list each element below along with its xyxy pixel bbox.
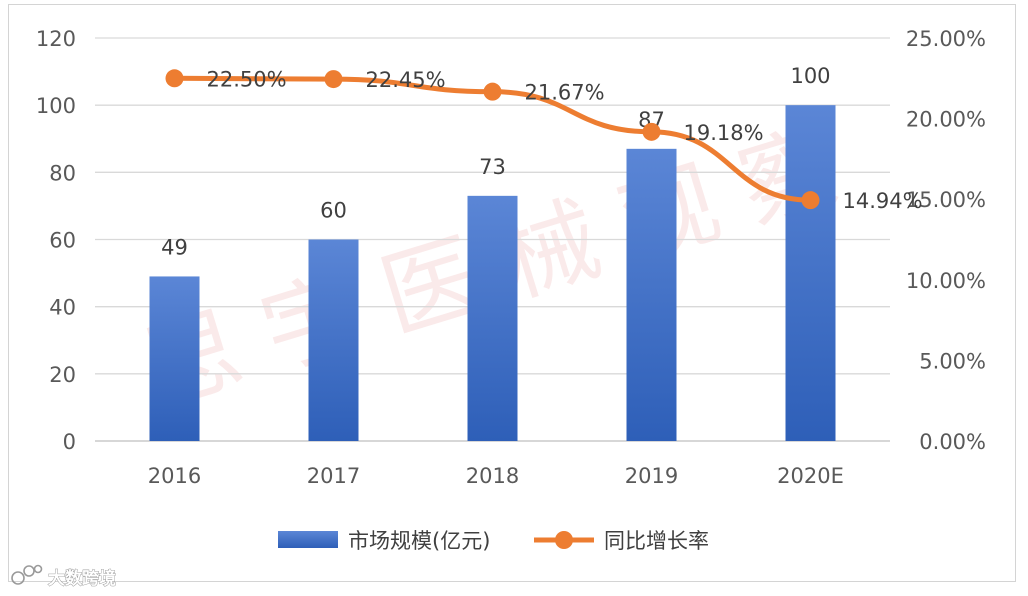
line-data-labels: 22.50% 22.45% 21.67% 19.18% 14.94% [207,67,923,213]
y-right-tick-label: 5.00% [919,349,986,373]
line-data-label: 19.18% [684,121,764,145]
line-series [165,69,820,210]
y-left-tick-label: 80 [49,161,76,185]
bar [467,195,518,441]
y-right-tick-label: 15.00% [906,188,986,212]
legend-bar-label: 市场规模(亿元) [348,529,490,553]
bar [308,239,359,441]
line-data-label: 22.50% [207,67,287,91]
line-marker [642,122,661,141]
bar-series [149,105,836,442]
y-left-tick-label: 100 [36,94,76,118]
bar [149,276,200,441]
bar-data-label: 49 [161,235,188,259]
logo-text: 大数跨境 [48,568,116,589]
line-marker [324,70,343,89]
legend-line-label: 同比增长率 [604,529,709,553]
y-axis-right: 0.00% 5.00% 10.00% 15.00% 20.00% 25.00% [906,27,986,454]
x-tick-label: 2020E [777,464,844,488]
y-right-tick-label: 0.00% [919,430,986,454]
line-data-label: 21.67% [525,81,605,105]
legend: 市场规模(亿元) 同比增长率 [278,529,709,553]
x-tick-label: 2019 [625,464,678,488]
line-marker [165,69,184,88]
y-left-tick-label: 0 [63,430,76,454]
y-right-tick-label: 20.00% [906,108,986,132]
y-axis-left: 0 20 40 60 80 100 120 [36,27,76,454]
line-data-label: 22.45% [366,68,446,92]
y-left-tick-label: 120 [36,27,76,51]
x-tick-label: 2017 [307,464,360,488]
y-right-tick-label: 25.00% [906,27,986,51]
x-axis: 2016 2017 2018 2019 2020E [148,464,844,488]
bar [626,148,677,441]
bar [785,105,836,442]
line-marker [483,82,502,101]
bar-data-label: 73 [479,155,506,179]
legend-line-marker [555,531,573,549]
y-left-tick-label: 60 [49,229,76,253]
y-left-tick-label: 20 [49,363,76,387]
line-path [172,75,813,203]
bar-data-label: 100 [790,64,830,88]
line-marker [801,191,820,210]
line-data-label: 14.94% [843,189,923,213]
x-tick-label: 2018 [466,464,519,488]
y-left-tick-label: 40 [49,296,76,320]
legend-bar-swatch [278,531,338,548]
y-right-tick-label: 10.00% [906,269,986,293]
x-tick-label: 2016 [148,464,201,488]
bar-data-label: 60 [320,199,347,223]
logo-icon [11,564,43,585]
source-logo: 大数跨境 [11,564,116,589]
